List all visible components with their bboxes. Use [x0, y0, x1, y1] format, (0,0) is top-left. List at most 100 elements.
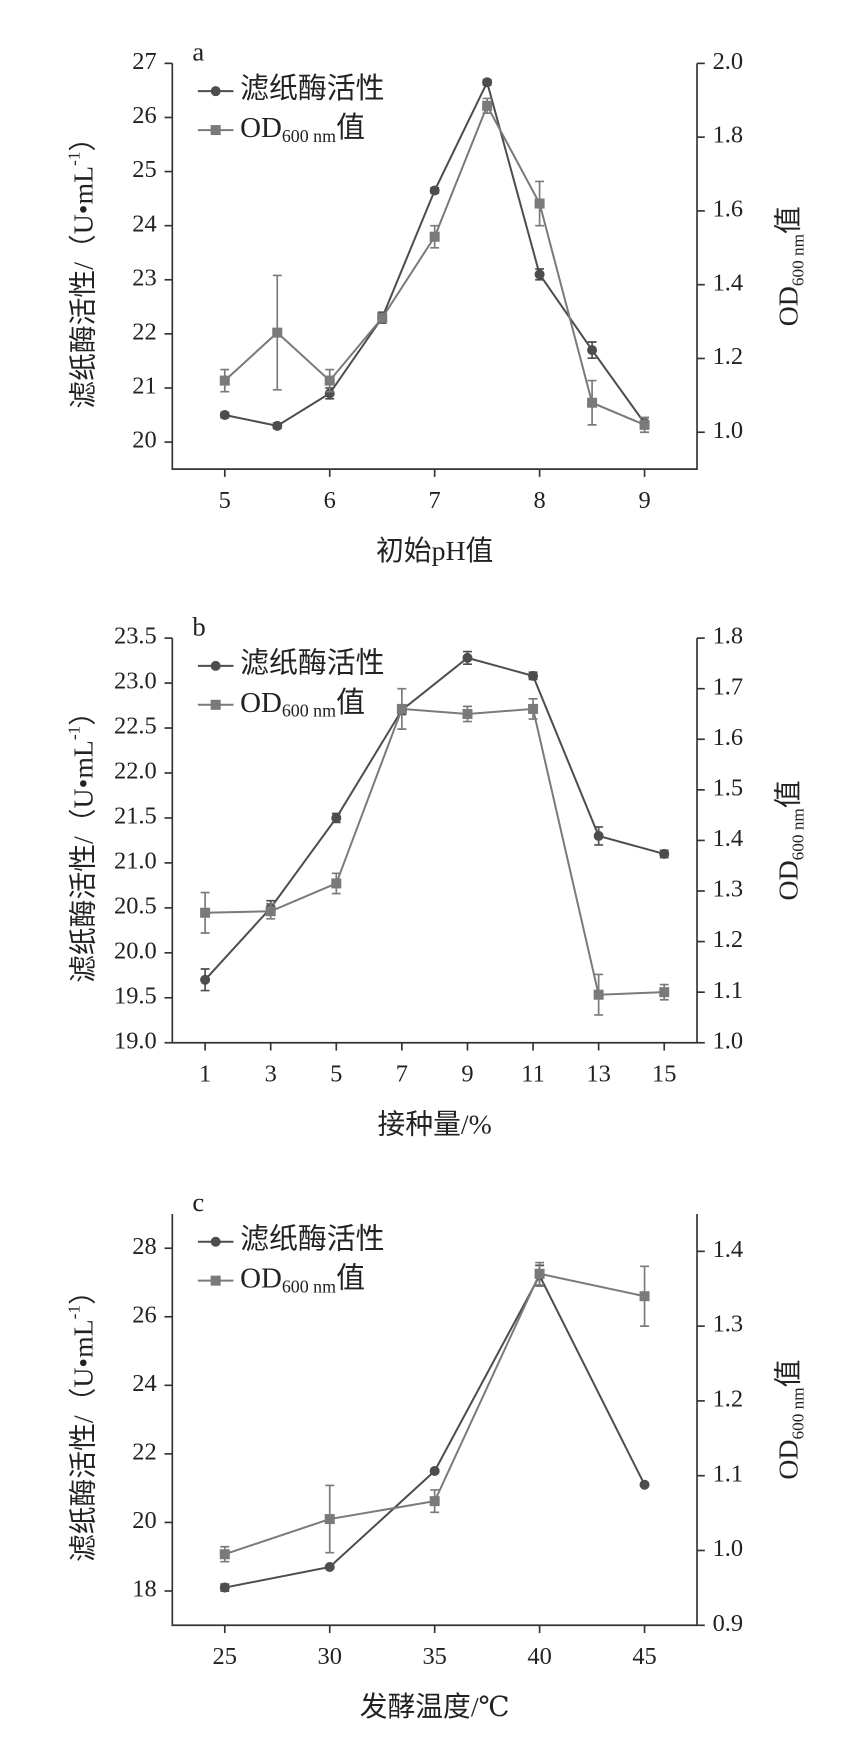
- y-tick-label: 18: [132, 1576, 156, 1603]
- data-point: [659, 987, 670, 998]
- data-point: [659, 848, 670, 859]
- y-tick-label: 25: [132, 156, 156, 183]
- label-part: -1: [65, 152, 84, 166]
- legend-label: OD600 nm值: [240, 1262, 365, 1296]
- y-tick-label: 19.5: [114, 982, 157, 1009]
- data-point: [462, 652, 473, 663]
- y-tick-label: 27: [132, 48, 156, 75]
- x-tick-label: 9: [461, 1061, 473, 1088]
- y2-tick-label: 1.0: [713, 417, 744, 444]
- x-tick-label: 45: [632, 1643, 656, 1670]
- y2-tick-label: 1.4: [713, 825, 744, 852]
- data-point: [482, 100, 493, 111]
- x-tick-label: 15: [652, 1061, 676, 1088]
- label-part: ）: [69, 698, 100, 726]
- label-part: 值: [774, 1360, 805, 1388]
- label-part: 值: [336, 1262, 365, 1294]
- y-tick-label: 21.0: [114, 848, 157, 875]
- data-point: [639, 1479, 650, 1490]
- data-point: [587, 345, 598, 356]
- label-part: 值: [774, 206, 805, 234]
- data-point: [272, 327, 283, 338]
- label-part: 600 nm: [282, 701, 336, 721]
- panel-label: b: [192, 611, 205, 641]
- x-tick-label: 3: [265, 1061, 277, 1088]
- label-part: 值: [336, 112, 365, 144]
- data-point: [593, 989, 604, 1000]
- y-tick-label: 22.5: [114, 713, 157, 740]
- y-tick-label: 28: [132, 1233, 156, 1260]
- label-part: 滤纸酶活性/（U•mL: [69, 740, 100, 983]
- data-point: [324, 1514, 335, 1525]
- data-point: [219, 410, 230, 421]
- data-point: [534, 269, 545, 280]
- data-point: [331, 878, 342, 889]
- data-point: [331, 812, 342, 823]
- label-part: 600 nm: [788, 808, 807, 861]
- data-point: [200, 974, 211, 985]
- y-axis-title: 滤纸酶活性/（U•mL-1）: [65, 698, 101, 983]
- y2-tick-label: 1.8: [713, 623, 744, 650]
- label-part: OD: [240, 112, 282, 144]
- legend-label: OD600 nm值: [240, 112, 365, 146]
- data-point: [324, 1561, 335, 1572]
- y2-tick-label: 1.3: [713, 876, 744, 903]
- y-tick-label: 24: [132, 210, 156, 237]
- y2-tick-label: 1.0: [713, 1027, 744, 1054]
- y2-tick-label: 1.2: [713, 1386, 744, 1413]
- y-tick-label: 26: [132, 1301, 156, 1328]
- y-axis-title: 滤纸酶活性/（U•mL-1）: [65, 124, 101, 409]
- x-axis-title: 发酵温度/℃: [360, 1692, 510, 1723]
- data-point: [429, 1466, 440, 1477]
- legend-label: 滤纸酶活性: [240, 648, 384, 680]
- legend-marker: [210, 699, 221, 710]
- data-point: [587, 397, 598, 408]
- y2-tick-label: 1.0: [713, 1535, 744, 1562]
- x-tick-label: 40: [527, 1643, 551, 1670]
- y2-tick-label: 0.9: [713, 1610, 744, 1637]
- x-tick-label: 25: [213, 1643, 237, 1670]
- y-tick-label: 26: [132, 102, 156, 129]
- data-point: [639, 1291, 650, 1302]
- data-point: [528, 703, 539, 714]
- data-point: [482, 77, 493, 88]
- panel-label: c: [192, 1187, 204, 1217]
- y-tick-label: 20: [132, 427, 156, 454]
- label-part: 600 nm: [788, 233, 807, 286]
- y-tick-label: 23: [132, 264, 156, 291]
- legend-marker: [210, 86, 221, 97]
- x-tick-label: 5: [330, 1061, 342, 1088]
- y2-axis-title: OD600 nm值: [774, 780, 807, 900]
- panel: c 18 20 22 24 26 28 0.9 1.0 1.1 1.2 1.3 1.4 25 30 35 40 4…: [65, 1187, 808, 1723]
- data-point: [324, 375, 335, 386]
- legend-label: 滤纸酶活性: [240, 73, 384, 105]
- x-axis-title: 初始pH值: [376, 536, 493, 567]
- data-point: [462, 708, 473, 719]
- y2-tick-label: 2.0: [713, 48, 744, 75]
- label-part: OD: [240, 686, 282, 718]
- series-line: [224, 1273, 646, 1589]
- y-axis-title: 滤纸酶活性/（U•mL-1）: [65, 1277, 101, 1562]
- data-point: [377, 312, 388, 323]
- label-part: 600 nm: [282, 126, 336, 146]
- y-tick-label: 21: [132, 373, 156, 400]
- y2-axis-title: OD600 nm值: [774, 206, 807, 326]
- label-part: 滤纸酶活性/（U•mL: [69, 1319, 100, 1562]
- y2-tick-label: 1.5: [713, 774, 744, 801]
- x-tick-label: 7: [429, 487, 441, 514]
- legend-label: 滤纸酶活性: [240, 1223, 384, 1255]
- y-tick-label: 23.5: [114, 623, 157, 650]
- label-part: ）: [69, 124, 100, 152]
- panel-label: a: [192, 37, 204, 67]
- y-tick-label: 22: [132, 318, 156, 345]
- data-point: [396, 703, 407, 714]
- label-part: OD: [774, 286, 805, 326]
- y-tick-label: 21.5: [114, 803, 157, 830]
- y2-tick-label: 1.7: [713, 673, 744, 700]
- y2-tick-label: 1.2: [713, 926, 744, 953]
- y2-tick-label: 1.1: [713, 977, 744, 1004]
- x-tick-label: 7: [396, 1061, 408, 1088]
- y-tick-label: 24: [132, 1370, 156, 1397]
- legend-marker: [210, 1275, 221, 1286]
